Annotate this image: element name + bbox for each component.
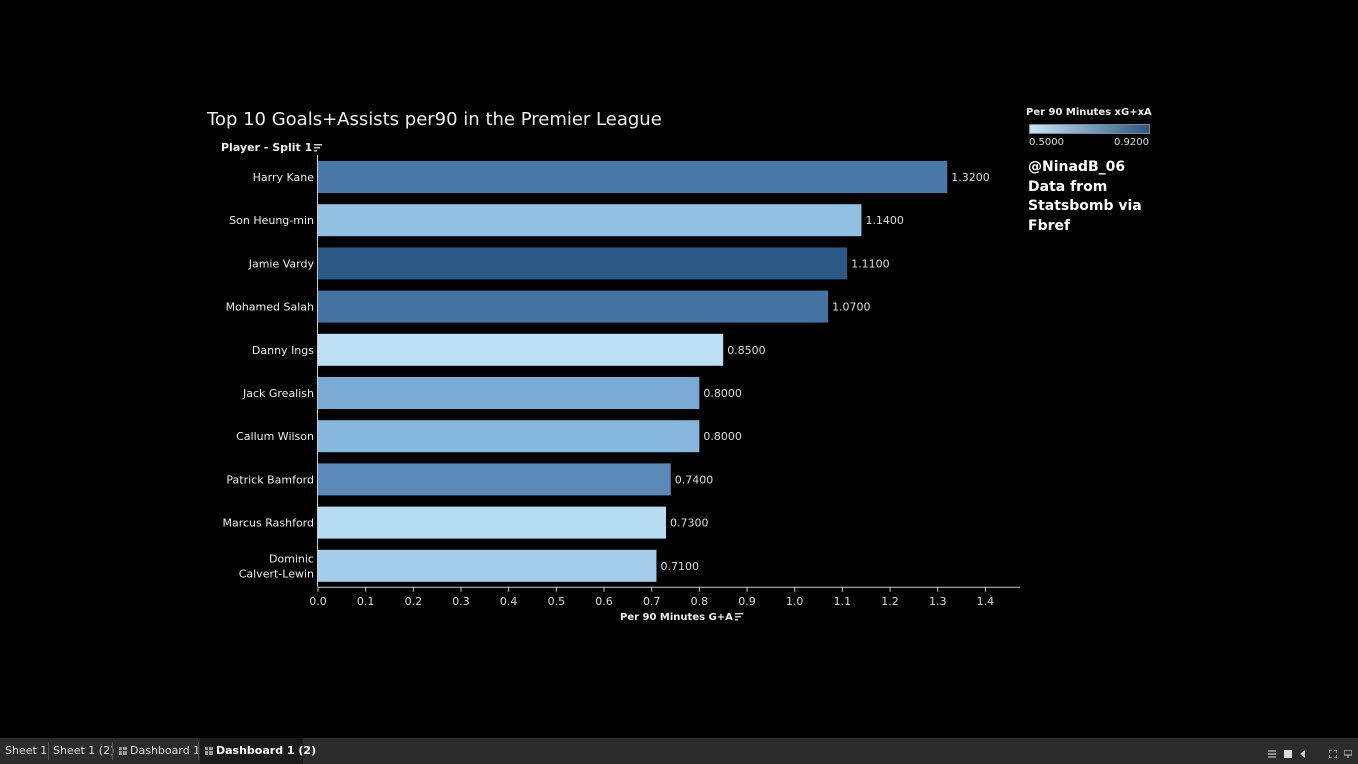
presentation-mode-icon[interactable] xyxy=(1344,750,1352,758)
tabs-view-icon[interactable] xyxy=(1284,750,1292,758)
bar-chart: 1.3200 Harry Kane 1.1400 Son Heung-min 1.110… xyxy=(222,155,1020,608)
bar[interactable] xyxy=(318,420,700,453)
category-label: Dominic Calvert-Lewin xyxy=(239,552,314,580)
tab-label: Dashboard 1 xyxy=(130,744,201,757)
bar-value-label: 1.3200 xyxy=(951,171,990,184)
credit-line: @NinadB_06 xyxy=(1028,159,1126,175)
tab-sheet-1[interactable]: Sheet 1 xyxy=(0,738,52,764)
x-tick-label: 0.3 xyxy=(452,595,470,608)
x-tick-label: 1.3 xyxy=(929,595,947,608)
x-tick-label: 1.4 xyxy=(977,595,995,608)
x-tick-label: 0.7 xyxy=(643,595,661,608)
tab-sheet-1-2[interactable]: Sheet 1 (2) xyxy=(48,738,119,764)
x-tick-label: 0.8 xyxy=(691,595,709,608)
tab-divider xyxy=(198,742,199,760)
category-label: Danny Ings xyxy=(252,344,314,357)
row-header-label: Player - Split 1 xyxy=(221,141,313,154)
sort-icon[interactable] xyxy=(314,144,323,152)
x-tick-label: 0.5 xyxy=(548,595,566,608)
bar-value-label: 1.1100 xyxy=(851,257,890,270)
x-tick-label: 1.0 xyxy=(786,595,804,608)
x-tick-label: 0.6 xyxy=(595,595,613,608)
category-label: Son Heung-min xyxy=(229,214,314,227)
bar[interactable] xyxy=(318,204,862,237)
bar[interactable] xyxy=(318,333,724,366)
category-label: Jack Grealish xyxy=(242,387,314,400)
category-label: Jamie Vardy xyxy=(248,257,315,270)
color-legend-min: 0.5000 xyxy=(1029,137,1064,148)
sort-icon[interactable] xyxy=(734,613,743,621)
x-tick-label: 1.2 xyxy=(881,595,899,608)
bar-value-label: 0.8000 xyxy=(703,430,742,443)
bar-value-label: 0.7100 xyxy=(660,560,699,573)
bar[interactable] xyxy=(318,377,700,409)
bar[interactable] xyxy=(318,290,829,323)
credit-line: Fbref xyxy=(1028,217,1071,234)
filmstrip-view-icon[interactable] xyxy=(1268,750,1276,758)
color-legend-title: Per 90 Minutes xG+xA xyxy=(1026,107,1152,118)
x-tick-label: 0.1 xyxy=(357,595,375,608)
bar-value-label: 0.8500 xyxy=(727,344,766,357)
bar[interactable] xyxy=(318,549,657,582)
tab-dashboard-1[interactable]: Dashboard 1 xyxy=(114,738,205,764)
tab-divider xyxy=(112,742,113,760)
bar-value-label: 0.7300 xyxy=(670,517,709,530)
chart-title: Top 10 Goals+Assists per90 in the Premie… xyxy=(207,109,662,130)
category-label: Marcus Rashford xyxy=(222,517,314,530)
bar[interactable] xyxy=(318,247,848,280)
credit-line: Statsbomb via xyxy=(1028,198,1142,214)
category-label: Mohamed Salah xyxy=(226,301,314,314)
tab-dashboard-1-2[interactable]: Dashboard 1 (2) xyxy=(200,738,316,764)
category-label: Harry Kane xyxy=(253,171,315,184)
bar-value-label: 1.1400 xyxy=(865,214,904,227)
x-tick-label: 0.9 xyxy=(738,595,756,608)
category-label: Patrick Bamford xyxy=(226,473,314,486)
sheet-tab-bar: Sheet 1 Sheet 1 (2) Dashboard 1 Dashboar… xyxy=(0,738,1358,764)
bar-value-label: 0.8000 xyxy=(703,387,742,400)
credit-text: @NinadB_06 Data from Statsbomb via Fbref xyxy=(1028,158,1158,236)
color-legend-gradient xyxy=(1029,124,1150,134)
tab-label: Sheet 1 (2) xyxy=(53,744,115,757)
color-legend-max: 0.9200 xyxy=(1114,137,1149,148)
bar[interactable] xyxy=(318,463,671,496)
x-tick-label: 0.4 xyxy=(500,595,518,608)
x-axis-label[interactable]: Per 90 Minutes G+A xyxy=(620,612,743,623)
row-header[interactable]: Player - Split 1 xyxy=(221,141,323,154)
bar[interactable] xyxy=(318,161,948,193)
x-tick-label: 1.1 xyxy=(834,595,852,608)
x-axis-label-text: Per 90 Minutes G+A xyxy=(620,612,733,623)
x-tick-label: 0.2 xyxy=(405,595,423,608)
category-label: Callum Wilson xyxy=(236,430,314,443)
tab-label: Dashboard 1 (2) xyxy=(216,744,317,757)
dashboard-icon xyxy=(119,747,127,755)
tab-label: Sheet 1 xyxy=(5,744,48,757)
bar-value-label: 1.0700 xyxy=(832,301,871,314)
bar-value-label: 0.7400 xyxy=(675,473,714,486)
scroll-left-icon[interactable] xyxy=(1299,750,1307,758)
fullscreen-icon[interactable] xyxy=(1329,750,1337,758)
bar[interactable] xyxy=(318,506,666,539)
credit-line: Data from xyxy=(1028,178,1108,195)
dashboard-icon xyxy=(205,747,213,755)
x-tick-label: 0.0 xyxy=(309,595,327,608)
tab-divider xyxy=(48,742,49,760)
